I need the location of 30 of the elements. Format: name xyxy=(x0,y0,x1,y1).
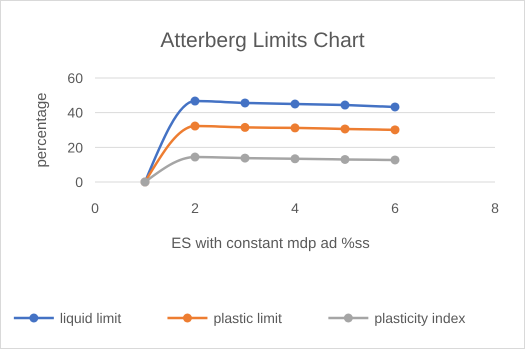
point xyxy=(340,100,350,110)
legend-label: plasticity index xyxy=(374,310,466,326)
y-tick-label: 0 xyxy=(75,174,84,190)
point xyxy=(390,125,400,134)
x-tick-label: 2 xyxy=(191,200,200,216)
point xyxy=(290,100,300,108)
x-tick-label: 0 xyxy=(91,200,100,216)
y-tick-label: 60 xyxy=(67,70,84,86)
legend-label: plastic limit xyxy=(213,310,282,326)
point xyxy=(190,122,200,131)
x-tick-label: 8 xyxy=(491,200,500,216)
x-tick-label: 6 xyxy=(391,200,400,216)
point xyxy=(190,152,200,162)
chart-title: Atterberg Limits Chart xyxy=(160,29,365,52)
y-tick-label: 20 xyxy=(67,139,84,156)
point xyxy=(390,155,400,164)
point xyxy=(340,124,350,134)
point xyxy=(240,122,250,132)
point xyxy=(390,102,400,112)
y-tick-label: 40 xyxy=(67,104,84,121)
point xyxy=(290,154,300,164)
x-axis-title: ES with constant mdp ad %ss xyxy=(171,235,370,252)
point xyxy=(340,154,350,164)
x-tick-label: 4 xyxy=(291,200,300,216)
y-axis-title: percentage xyxy=(33,92,50,168)
legend-label: liquid limit xyxy=(60,310,122,326)
point xyxy=(240,98,250,108)
point xyxy=(290,123,300,132)
point xyxy=(190,96,200,106)
point xyxy=(240,154,250,163)
